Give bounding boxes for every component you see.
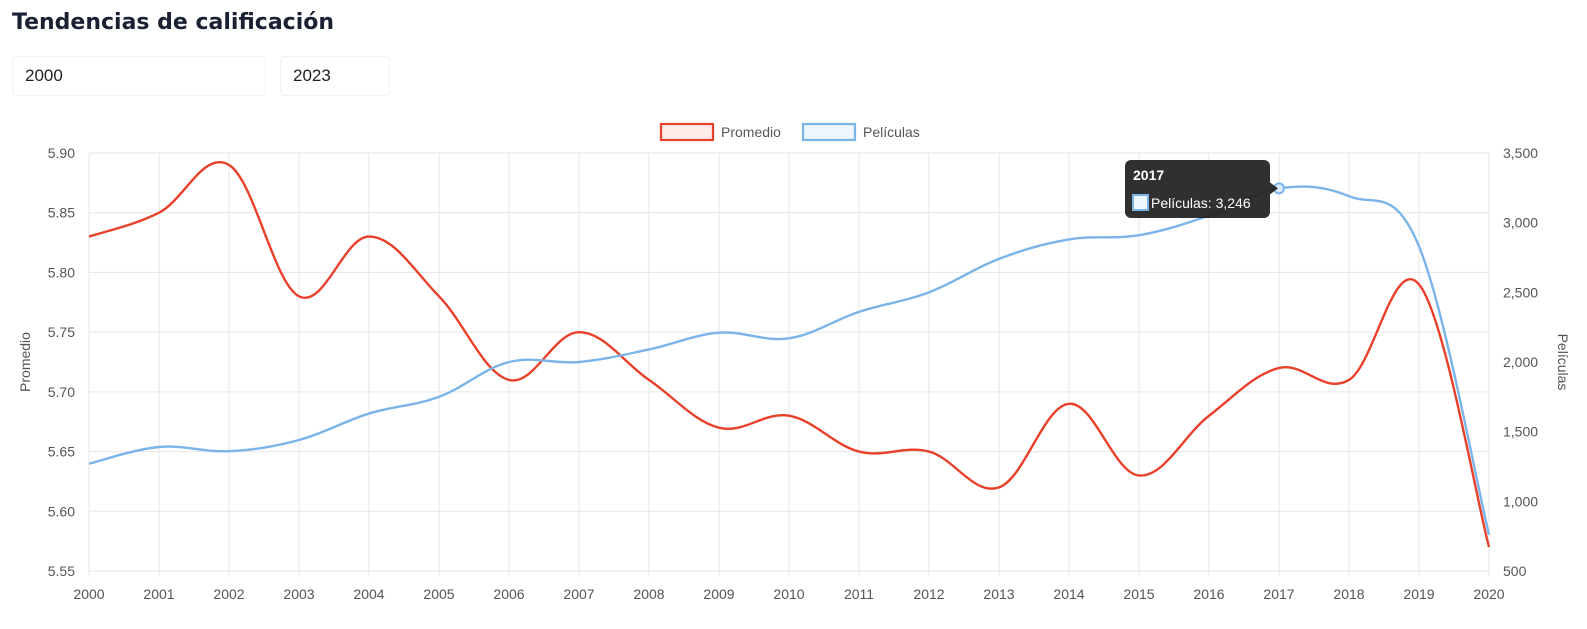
tooltip-title: 2017 <box>1133 167 1164 183</box>
data-point-promedio <box>366 234 372 240</box>
x-tick-label: 2006 <box>493 586 524 602</box>
x-tick-label: 2012 <box>913 586 944 602</box>
data-point-peliculas <box>436 394 442 400</box>
y-left-tick-label: 5.80 <box>48 264 75 280</box>
y-right-tick-label: 3,500 <box>1503 145 1538 161</box>
legend-swatch[interactable] <box>659 122 715 142</box>
x-tick-label: 2017 <box>1263 586 1294 602</box>
y-left-tick-label: 5.60 <box>48 503 75 519</box>
y-right-tick-label: 1,500 <box>1503 424 1538 440</box>
data-point-peliculas <box>226 448 232 454</box>
data-point-promedio <box>1206 413 1212 419</box>
data-point-peliculas <box>86 461 92 467</box>
x-tick-label: 2007 <box>563 586 594 602</box>
y-left-axis-title: Promedio <box>17 332 33 392</box>
data-point-promedio <box>1416 281 1422 287</box>
data-point-peliculas <box>1136 232 1142 238</box>
data-point-promedio <box>856 449 862 455</box>
data-point-promedio <box>436 293 442 299</box>
y-right-tick-label: 2,500 <box>1503 284 1538 300</box>
data-point-promedio <box>576 329 582 335</box>
y-right-tick-label: 2,000 <box>1503 354 1538 370</box>
x-tick-label: 2014 <box>1053 586 1084 602</box>
y-left-tick-label: 5.65 <box>48 444 75 460</box>
data-point-peliculas <box>646 346 652 352</box>
data-point-promedio <box>926 449 932 455</box>
data-point-promedio <box>1346 377 1352 383</box>
x-tick-label: 2016 <box>1193 586 1224 602</box>
x-tick-label: 2004 <box>353 586 384 602</box>
data-point-peliculas <box>926 289 932 295</box>
data-point-promedio <box>716 425 722 431</box>
x-tick-label: 2018 <box>1333 586 1364 602</box>
data-point-promedio <box>226 162 232 168</box>
data-point-peliculas <box>506 359 512 365</box>
axes: 5.55 5.60 5.65 5.70 5.75 5.80 5.85 5.90 500 1,000… <box>17 145 1571 602</box>
data-point-peliculas <box>156 444 162 450</box>
series <box>86 161 1492 550</box>
data-point-peliculas <box>1066 236 1072 242</box>
y-left-tick-label: 5.55 <box>48 563 75 579</box>
y-right-axis-title: Películas <box>1555 334 1571 391</box>
x-tick-label: 2019 <box>1403 586 1434 602</box>
tooltip-swatch <box>1132 194 1149 211</box>
data-point-peliculas <box>576 359 582 365</box>
tooltip-box <box>1125 160 1270 218</box>
data-point-peliculas <box>1416 243 1422 249</box>
data-point-promedio <box>296 293 302 299</box>
x-tick-label: 2009 <box>703 586 734 602</box>
data-point-peliculas <box>996 256 1002 262</box>
x-tick-label: 2001 <box>143 586 174 602</box>
data-point-promedio <box>1136 472 1142 478</box>
x-tick-label: 2003 <box>283 586 314 602</box>
data-point-peliculas <box>856 309 862 315</box>
data-point-promedio <box>1066 401 1072 407</box>
tooltip-caret <box>1270 182 1278 195</box>
legend-swatch[interactable] <box>801 122 857 142</box>
y-right-tick-label: 500 <box>1503 563 1527 579</box>
to-year-input[interactable] <box>280 56 390 96</box>
y-right-tick-label: 3,000 <box>1503 215 1538 231</box>
y-left-tick-label: 5.75 <box>48 324 75 340</box>
tooltip-label: Películas: 3,246 <box>1151 195 1251 211</box>
data-point-peliculas <box>786 335 792 341</box>
data-point-peliculas <box>1486 532 1492 538</box>
x-tick-label: 2011 <box>844 586 874 602</box>
series-line-promedio <box>88 161 1491 548</box>
legend-label[interactable]: Películas <box>863 124 920 140</box>
data-point-promedio <box>646 377 652 383</box>
tooltip: 2017 Películas: 3,246 <box>1125 160 1285 218</box>
from-year-input[interactable] <box>12 56 266 96</box>
legend-label[interactable]: Promedio <box>721 124 781 140</box>
x-tick-label: 2000 <box>73 586 104 602</box>
data-point-peliculas <box>296 437 302 443</box>
x-tick-label: 2010 <box>773 586 804 602</box>
x-tick-label: 2013 <box>983 586 1014 602</box>
data-point-peliculas <box>716 330 722 336</box>
data-point-peliculas <box>366 411 372 417</box>
data-point-promedio <box>1486 544 1492 550</box>
data-point-promedio <box>996 484 1002 490</box>
data-point-promedio <box>786 413 792 419</box>
data-point-promedio <box>506 377 512 383</box>
data-point-promedio <box>1276 365 1282 371</box>
y-left-tick-label: 5.90 <box>48 145 75 161</box>
x-tick-label: 2008 <box>633 586 664 602</box>
data-point-peliculas <box>1346 193 1352 199</box>
x-tick-label: 2020 <box>1473 586 1504 602</box>
x-tick-label: 2005 <box>423 586 454 602</box>
x-tick-label: 2002 <box>213 586 244 602</box>
legend[interactable]: Promedio Películas <box>659 122 920 142</box>
data-point-promedio <box>156 210 162 216</box>
data-point-promedio <box>86 234 92 240</box>
x-tick-label: 2015 <box>1123 586 1154 602</box>
series-line-peliculas <box>88 185 1491 536</box>
y-left-tick-label: 5.70 <box>48 384 75 400</box>
y-left-tick-label: 5.85 <box>48 205 75 221</box>
page-title: Tendencias de calificación <box>12 10 335 35</box>
y-right-tick-label: 1,000 <box>1503 493 1538 509</box>
